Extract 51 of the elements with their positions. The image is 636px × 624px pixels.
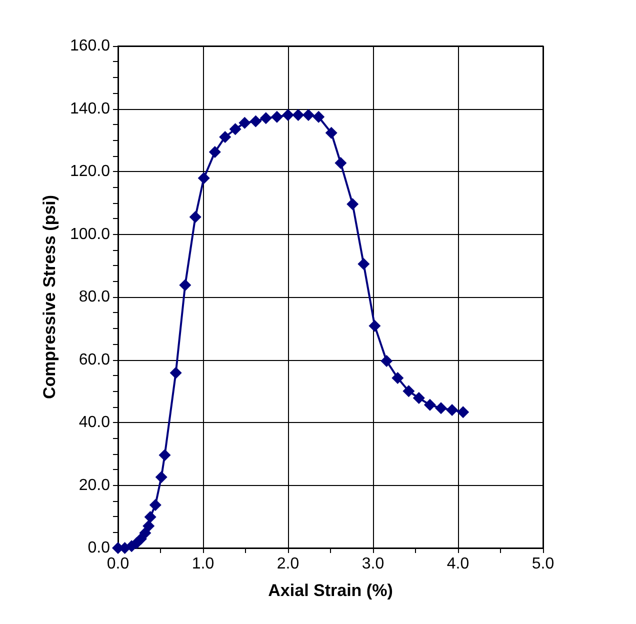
- point: [282, 109, 294, 122]
- x-tick-label: 1.0: [192, 556, 214, 572]
- point: [229, 123, 242, 136]
- y-tick-label: 40.0: [78, 414, 110, 431]
- point: [392, 372, 404, 384]
- point: [208, 146, 221, 158]
- y-tick-label: 120.0: [70, 163, 110, 180]
- y-tick-label: 0.0: [88, 540, 110, 556]
- point: [238, 116, 251, 129]
- point: [358, 258, 370, 270]
- y-tick-label: 20.0: [78, 476, 110, 494]
- x-tick-label: 2.0: [276, 556, 300, 572]
- point: [250, 115, 262, 128]
- point: [155, 471, 168, 484]
- y-tick-label: 140.0: [70, 100, 110, 118]
- y-tick-label: 80.0: [78, 288, 110, 306]
- point: [412, 392, 425, 404]
- point: [325, 126, 338, 139]
- x-tick-label: 3.0: [362, 556, 384, 572]
- point: [260, 112, 272, 124]
- point: [334, 157, 347, 170]
- point: [170, 366, 182, 379]
- y-axis-title: Compressive Stress (psi): [40, 194, 59, 400]
- point: [142, 520, 155, 532]
- point: [144, 510, 156, 523]
- y-tick-label: 60.0: [78, 351, 110, 368]
- point: [424, 398, 436, 411]
- x-tick-label: 0.0: [106, 556, 130, 572]
- point: [368, 320, 381, 332]
- point: [158, 449, 171, 462]
- point: [219, 130, 232, 143]
- point: [312, 110, 325, 123]
- point: [179, 279, 192, 292]
- y-tick-label: 160.0: [70, 38, 110, 54]
- x-tick-label: 5.0: [532, 556, 554, 572]
- point: [149, 499, 162, 512]
- point: [302, 109, 314, 122]
- x-tick-label: 4.0: [446, 556, 470, 572]
- point: [346, 198, 359, 210]
- x-axis-title: Axial Strain (%): [268, 581, 393, 600]
- point: [139, 526, 152, 539]
- point: [270, 110, 283, 123]
- point: [292, 109, 304, 122]
- point: [446, 404, 458, 416]
- point: [189, 210, 202, 223]
- point: [435, 402, 447, 414]
- y-tick-label: 100.0: [70, 226, 110, 243]
- point: [198, 172, 210, 184]
- point: [380, 355, 393, 368]
- point: [457, 406, 470, 418]
- point: [402, 385, 415, 398]
